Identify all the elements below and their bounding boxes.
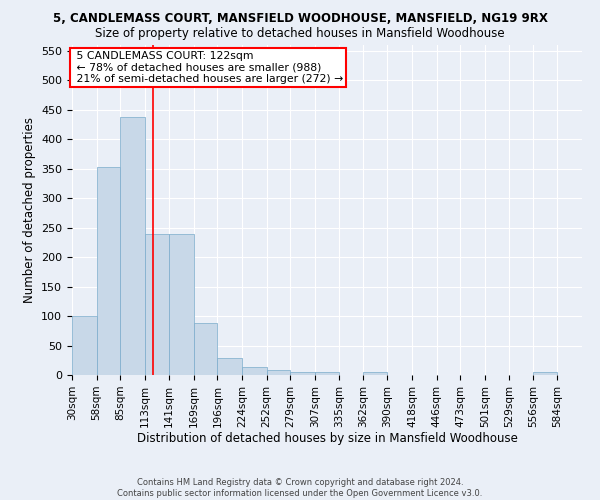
Bar <box>145 234 169 375</box>
Text: 5 CANDLEMASS COURT: 122sqm
 ← 78% of detached houses are smaller (988)
 21% of s: 5 CANDLEMASS COURT: 122sqm ← 78% of deta… <box>73 51 343 84</box>
X-axis label: Distribution of detached houses by size in Mansfield Woodhouse: Distribution of detached houses by size … <box>137 432 517 446</box>
Bar <box>266 370 290 375</box>
Bar <box>217 358 242 375</box>
Bar <box>169 234 194 375</box>
Text: 5, CANDLEMASS COURT, MANSFIELD WOODHOUSE, MANSFIELD, NG19 9RX: 5, CANDLEMASS COURT, MANSFIELD WOODHOUSE… <box>53 12 547 26</box>
Bar <box>194 323 217 375</box>
Bar <box>242 368 266 375</box>
Bar <box>290 372 315 375</box>
Text: Size of property relative to detached houses in Mansfield Woodhouse: Size of property relative to detached ho… <box>95 28 505 40</box>
Bar <box>72 316 97 375</box>
Bar <box>97 167 120 375</box>
Bar <box>120 117 145 375</box>
Bar <box>533 372 557 375</box>
Text: Contains HM Land Registry data © Crown copyright and database right 2024.
Contai: Contains HM Land Registry data © Crown c… <box>118 478 482 498</box>
Bar <box>363 372 388 375</box>
Y-axis label: Number of detached properties: Number of detached properties <box>23 117 35 303</box>
Bar <box>315 372 339 375</box>
